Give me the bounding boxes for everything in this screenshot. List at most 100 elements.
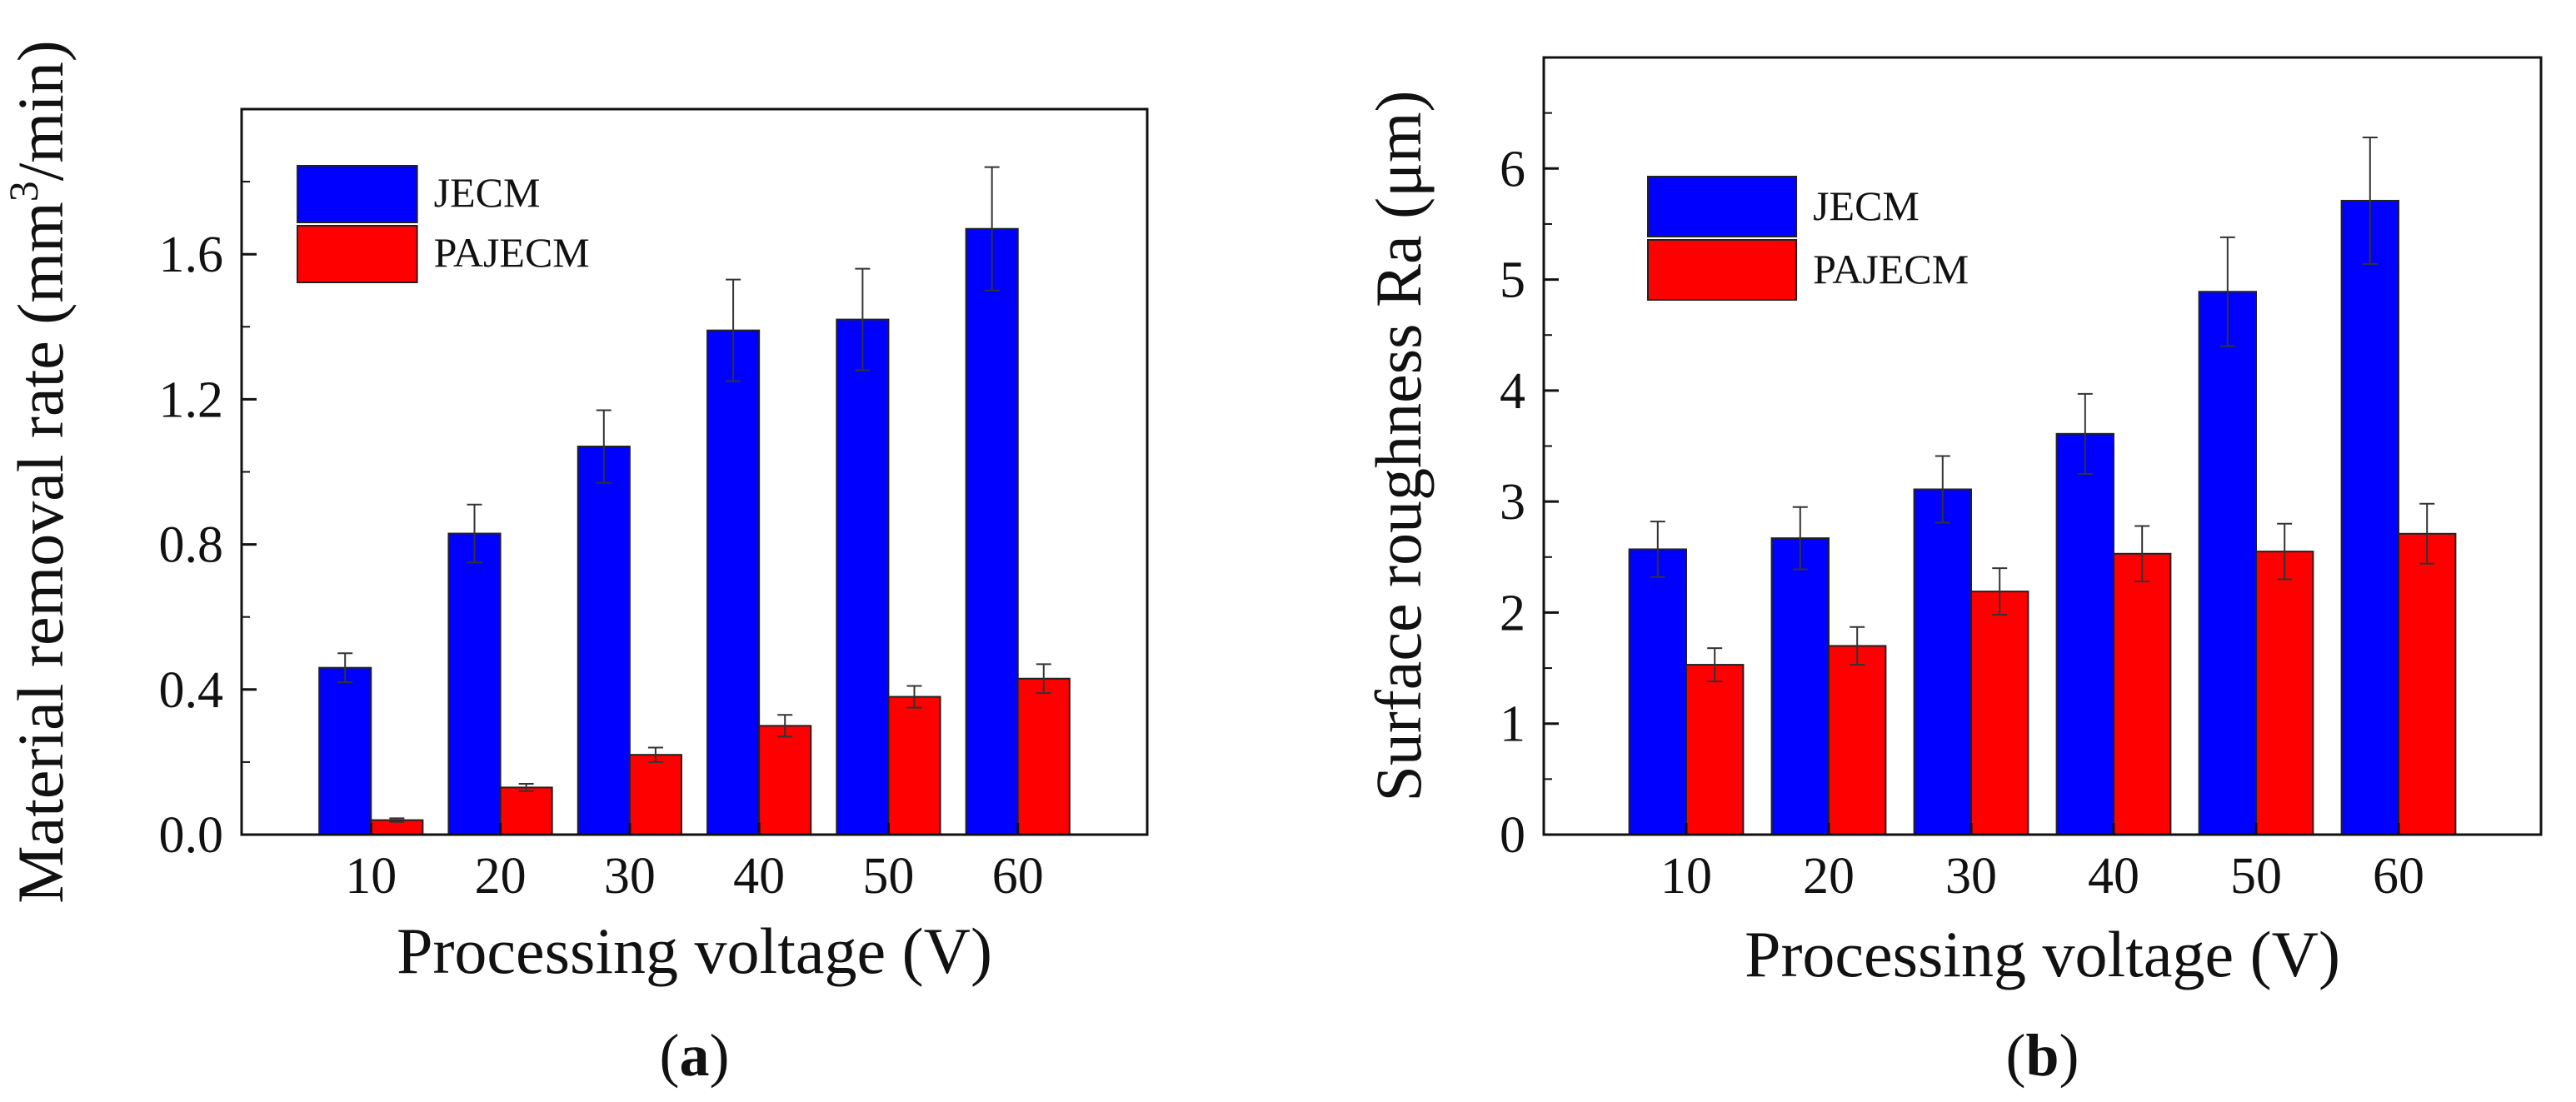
bar-pajecm-50 (887, 696, 941, 836)
bar-jecm-10 (318, 666, 372, 835)
y-tick-label-6: 6 (1500, 141, 1525, 197)
error-bar-pajecm-20 (518, 783, 534, 792)
y-tick-label-0.4: 0.4 (159, 662, 224, 719)
y-tick-label-1.6: 1.6 (159, 227, 224, 283)
legend-label-jecm: JECM (1813, 182, 1920, 229)
error-bar-jecm-20 (467, 503, 482, 564)
panel-label-open: ( (2005, 1022, 2025, 1089)
legend-swatch-jecm (1647, 176, 1798, 237)
panel-label: (a) (660, 1022, 730, 1089)
bar-jecm-60 (965, 227, 1019, 835)
bar-jecm-10 (1628, 548, 1687, 835)
x-tick-label-40: 40 (2088, 848, 2139, 905)
y-axis-label-text: Material removal rate (mm (4, 202, 77, 903)
panel-label-open: ( (660, 1022, 680, 1089)
bar-jecm-40 (706, 329, 761, 835)
y-tick-label-4: 4 (1500, 363, 1525, 420)
y-axis-label-superscript: 3 (0, 181, 47, 202)
y-axis-label: Surface roughness Ra (μm) (1362, 90, 1435, 801)
error-bar-jecm-30 (1934, 455, 1950, 524)
panel-label-letter: a (680, 1022, 710, 1089)
plot-frame (240, 107, 1149, 836)
error-bar-jecm-50 (855, 267, 871, 371)
y-tick-label-2: 2 (1500, 585, 1525, 641)
bar-pajecm-60 (1016, 677, 1071, 835)
error-bar-jecm-40 (2077, 392, 2093, 475)
x-tick-label-30: 30 (604, 848, 656, 905)
legend-swatch-jecm (297, 165, 418, 223)
y-axis-label: Material removal rate (mm3/min) (0, 40, 77, 903)
bar-pajecm-60 (2398, 532, 2457, 835)
bar-pajecm-50 (2255, 551, 2314, 835)
error-bar-jecm-50 (2219, 236, 2235, 347)
legend-label-jecm: JECM (434, 169, 541, 216)
error-bar-pajecm-60 (1036, 663, 1051, 695)
panel-label-letter: b (2025, 1022, 2059, 1089)
legend-label-pajecm: PAJECM (434, 229, 590, 276)
x-tick-label-50: 50 (2230, 848, 2282, 905)
error-bar-jecm-10 (337, 652, 353, 684)
y-tick-label-0.8: 0.8 (159, 517, 224, 574)
panel-label-close: ) (2059, 1022, 2079, 1089)
error-bar-jecm-20 (1792, 506, 1808, 571)
x-tick-label-10: 10 (345, 848, 397, 905)
x-tick-label-60: 60 (992, 848, 1044, 905)
y-tick-label-0: 0 (1500, 807, 1525, 864)
chart-panel-b: 10 20 30 40 50 60 0 1 2 3 4 5 6 JECM PAJECM Processing … (1362, 56, 2543, 1089)
y-tick-label-0.0: 0.0 (159, 807, 224, 864)
y-tick-label-5: 5 (1500, 252, 1525, 309)
y-tick-label-3: 3 (1500, 474, 1525, 531)
x-axis-label: Processing voltage (V) (1745, 918, 2340, 990)
x-tick-label-20: 20 (475, 848, 527, 905)
chart-panel-a: 10 20 30 40 50 60 0.0 0.4 0.8 1.2 1.6 JECM PAJECM Pro… (0, 40, 1149, 1089)
bar-jecm-20 (1770, 537, 1830, 835)
error-bar-jecm-10 (1650, 521, 1665, 578)
error-bar-pajecm-40 (2134, 525, 2150, 583)
bar-pajecm-30 (1970, 591, 2029, 836)
error-bar-jecm-40 (726, 278, 741, 382)
x-tick-label-30: 30 (1945, 848, 1997, 905)
x-tick-label-10: 10 (1660, 848, 1712, 905)
legend: JECM PAJECM (297, 165, 590, 283)
error-bar-pajecm-50 (2277, 522, 2293, 581)
bar-pajecm-40 (758, 725, 812, 835)
bar-jecm-50 (836, 318, 890, 835)
error-bar-pajecm-30 (647, 746, 663, 763)
panel-label-close: ) (710, 1022, 730, 1089)
bar-pajecm-20 (1828, 645, 1887, 836)
error-bar-pajecm-40 (777, 714, 793, 738)
error-bar-jecm-60 (2362, 136, 2378, 265)
error-bar-jecm-60 (984, 166, 1000, 292)
error-bar-pajecm-60 (2419, 502, 2435, 565)
bar-pajecm-30 (628, 754, 682, 835)
y-axis-label-unit: /min) (4, 40, 77, 181)
x-tick-label-40: 40 (733, 848, 785, 905)
plot-frame (1542, 56, 2543, 836)
x-axis-label: Processing voltage (V) (397, 915, 992, 987)
x-tick-label-50: 50 (862, 848, 914, 905)
bar-pajecm-10 (1685, 664, 1745, 836)
bar-pajecm-20 (499, 786, 553, 836)
x-tick-label-20: 20 (1803, 848, 1855, 905)
bar-jecm-50 (2198, 291, 2258, 835)
legend-swatch-pajecm (1647, 239, 1798, 301)
legend-label-pajecm: PAJECM (1813, 246, 1969, 292)
y-tick-label-1: 1 (1500, 696, 1525, 753)
error-bar-jecm-30 (596, 409, 612, 484)
panel-label: (b) (2005, 1022, 2079, 1089)
error-bar-pajecm-50 (906, 685, 922, 709)
bar-jecm-40 (2055, 432, 2115, 835)
error-bar-pajecm-20 (1850, 626, 1865, 666)
bar-jecm-30 (577, 446, 631, 835)
error-bar-pajecm-10 (389, 817, 405, 823)
legend: JECM PAJECM (1647, 176, 1969, 301)
bar-jecm-30 (1913, 488, 1973, 836)
bar-pajecm-40 (2113, 552, 2172, 836)
error-bar-pajecm-10 (1707, 647, 1723, 683)
y-tick-label-1.2: 1.2 (159, 371, 224, 428)
x-tick-label-60: 60 (2373, 848, 2424, 905)
error-bar-pajecm-30 (1992, 567, 2008, 616)
bar-jecm-20 (447, 532, 502, 835)
legend-swatch-pajecm (297, 225, 418, 283)
